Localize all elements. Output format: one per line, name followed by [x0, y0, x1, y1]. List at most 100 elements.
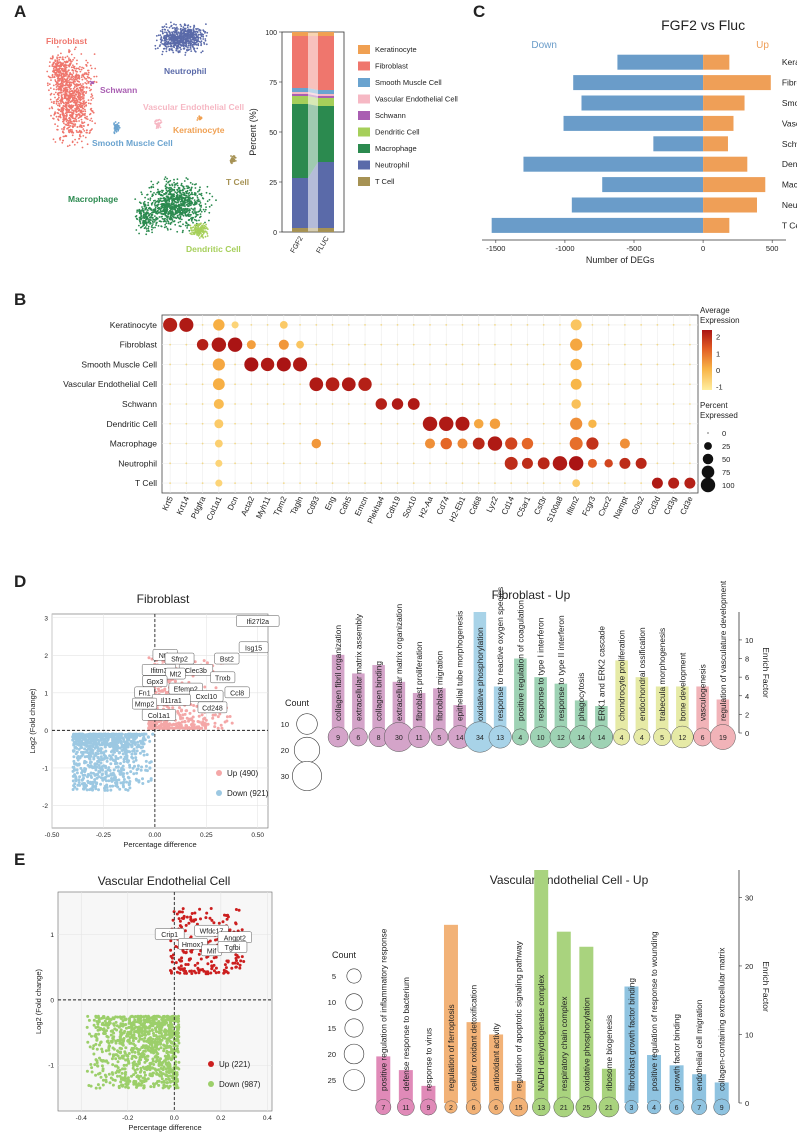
dot-background [542, 403, 545, 405]
umap-point [76, 70, 78, 73]
deg-bar-down [523, 156, 704, 172]
dot-background [624, 383, 626, 386]
dot-background [185, 403, 188, 405]
umap-point [199, 186, 201, 189]
umap-point [83, 76, 86, 79]
volcano-point-up [216, 715, 220, 719]
umap-point [79, 86, 82, 89]
legend-swatch-macrophage [358, 144, 370, 153]
umap-point [192, 32, 195, 35]
volcano-point-down [114, 784, 118, 788]
dot-t-cell-col1a1 [215, 479, 223, 487]
umap-point [175, 23, 177, 26]
umap-label-t-cell: T Cell [226, 177, 249, 187]
umap-point [70, 66, 73, 69]
umap-point [84, 72, 87, 74]
umap-point [54, 91, 57, 94]
umap-point [68, 111, 71, 114]
umap-point [168, 200, 171, 203]
umap-point [78, 129, 81, 132]
umap-point [187, 198, 190, 201]
volcano-point-down [103, 786, 106, 790]
umap-point [90, 93, 93, 96]
umap-point [71, 89, 73, 92]
panel-label-d: D [14, 572, 27, 591]
umap-point [66, 88, 69, 91]
umap-point [66, 145, 69, 148]
umap-point [199, 208, 202, 211]
dotplot-gene-label: Cd3d [646, 495, 662, 516]
dot-background [250, 403, 253, 405]
umap-point [71, 109, 74, 112]
umap-point [71, 134, 74, 137]
umap-point [58, 56, 61, 59]
volcano-point-up [183, 720, 187, 724]
umap-point [63, 135, 66, 138]
umap-point [165, 23, 168, 25]
dot-background [688, 363, 691, 366]
umap-point [153, 221, 156, 223]
dot-background [607, 442, 610, 445]
dot-background [201, 442, 204, 445]
umap-point [146, 217, 149, 220]
umap-point [205, 35, 208, 37]
umap-point [93, 75, 96, 78]
umap-point [205, 43, 208, 46]
umap-point [148, 186, 151, 189]
dot-macrophage-cd74 [440, 437, 452, 450]
umap-point [180, 195, 183, 197]
umap-point [78, 120, 80, 122]
umap-point [64, 61, 67, 64]
dot-background [234, 462, 236, 465]
umap-point [147, 225, 150, 228]
umap-point [182, 189, 184, 192]
umap-point [154, 215, 156, 218]
stacked-band-keratinocyte [308, 32, 318, 36]
umap-point [159, 30, 162, 32]
volcano-point-up [200, 713, 204, 717]
umap-point [154, 204, 157, 207]
umap-point [160, 220, 163, 223]
umap-point [157, 181, 160, 184]
umap-point [157, 212, 159, 215]
y-tick-label: -2 [42, 803, 48, 810]
dot-keratinocyte-ifitm2 [570, 319, 582, 331]
volcano-point-up [188, 718, 192, 721]
dot-background [494, 363, 496, 366]
dot-background [250, 422, 253, 425]
umap-point [188, 202, 191, 205]
umap-point [180, 202, 182, 205]
umap-point [72, 72, 75, 74]
umap-point [195, 28, 197, 30]
umap-point [160, 216, 163, 218]
dot-background [526, 323, 529, 326]
umap-point [193, 24, 196, 27]
umap-point [173, 181, 176, 184]
umap-point [147, 201, 150, 204]
dot-keratinocyte-krt14 [179, 317, 194, 332]
umap-point [206, 200, 209, 203]
umap-point [156, 205, 159, 208]
umap-point [60, 89, 63, 92]
umap-point [164, 31, 166, 34]
umap-point [208, 205, 211, 208]
dot-fibroblast-acta2 [246, 340, 256, 350]
umap-point [78, 101, 81, 104]
umap-point [69, 120, 72, 123]
umap-point [81, 112, 83, 114]
umap-point [168, 30, 170, 33]
umap-point [206, 185, 209, 188]
umap-point [189, 42, 192, 44]
dot-background [559, 363, 561, 366]
umap-point [186, 225, 189, 227]
umap-point [186, 178, 189, 181]
umap-point [66, 84, 69, 87]
umap-point [167, 187, 170, 190]
legend-label-t-cell: T Cell [375, 177, 395, 186]
umap-point [162, 203, 165, 206]
umap-point [77, 67, 80, 70]
umap-point [154, 226, 156, 229]
volcano-point-down [133, 740, 136, 744]
dot-macrophage-ifitm2 [569, 437, 583, 451]
umap-point [139, 220, 141, 223]
